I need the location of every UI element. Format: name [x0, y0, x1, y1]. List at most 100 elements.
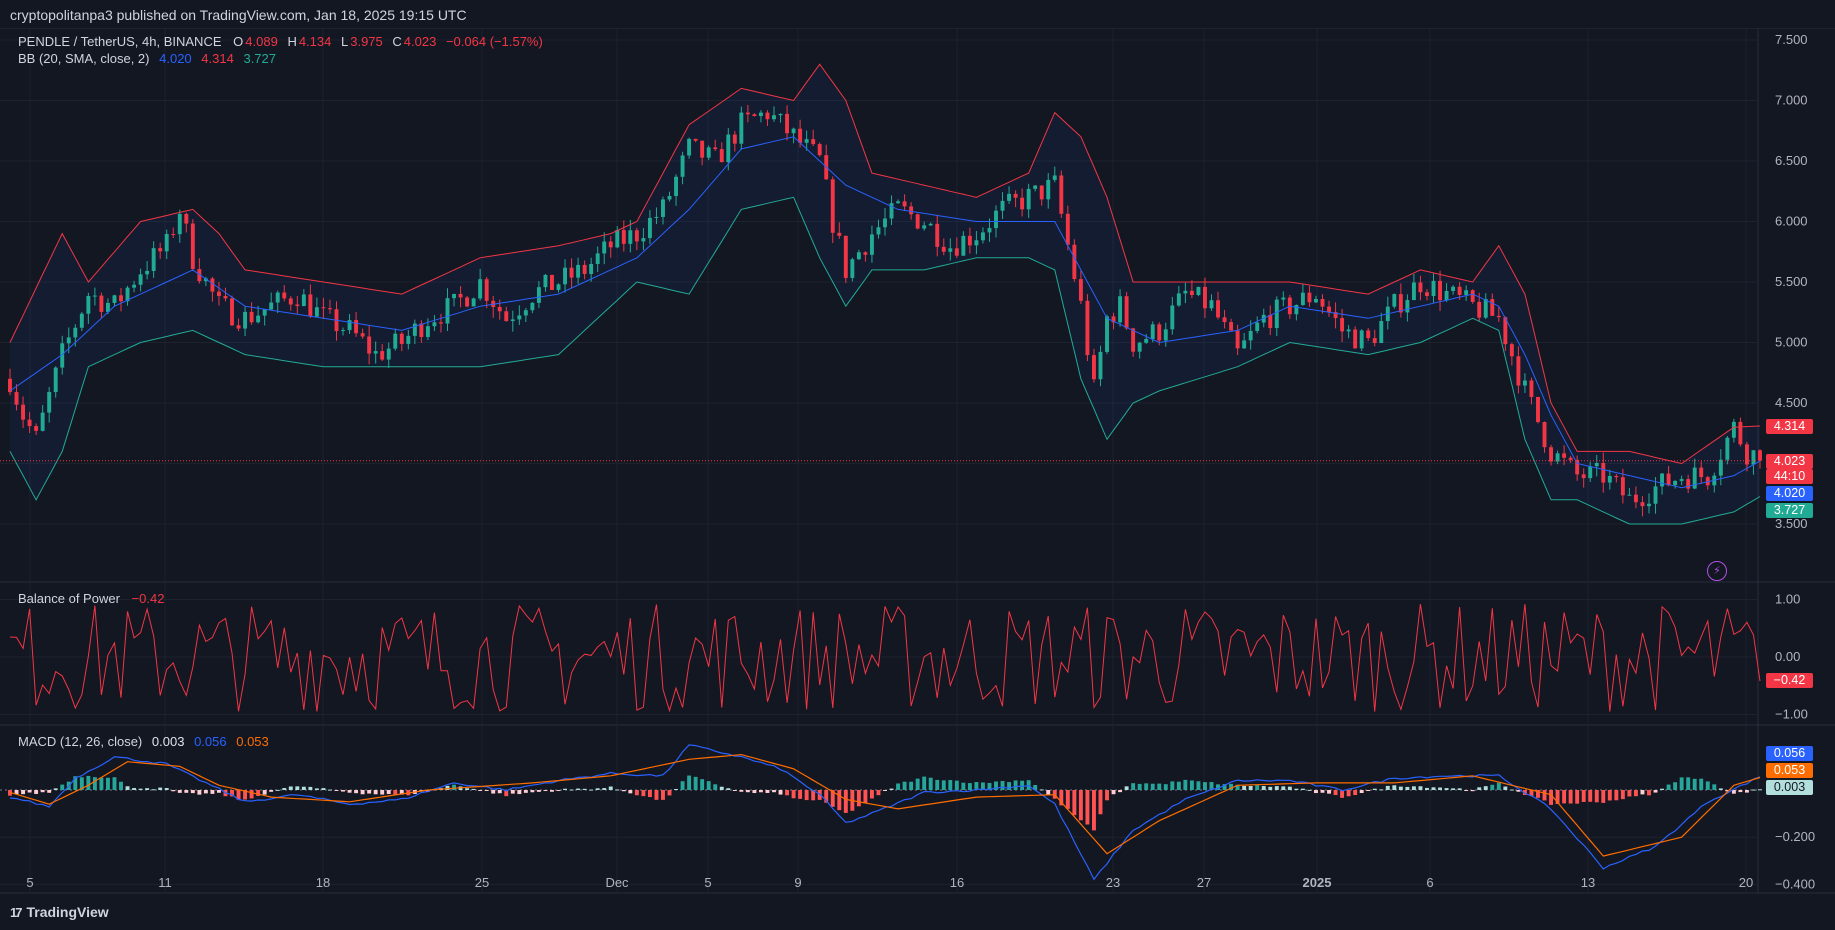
candle-body [1281, 297, 1286, 300]
macd-hist-bar [1477, 787, 1482, 790]
bb-lower-value: 3.727 [243, 51, 277, 66]
macd-hist-bar [334, 790, 339, 791]
candle-body [798, 128, 803, 143]
macd-hist-bar [132, 788, 137, 790]
candle-body [1679, 479, 1684, 481]
candlesticks [8, 104, 1762, 517]
tradingview-logo[interactable]: 17 TradingView [10, 904, 109, 920]
macd-hist-bar [60, 784, 65, 790]
candle-body [680, 155, 685, 177]
bb-basis-tag: 4.020 [1766, 486, 1813, 501]
candle-body [693, 138, 698, 141]
macd-hist-bar [1189, 780, 1194, 790]
candle-body [863, 252, 868, 255]
macd-hist-bar [197, 790, 202, 795]
candle-body [883, 218, 887, 228]
macd-hist-bar [256, 790, 261, 796]
candle-body [1751, 450, 1756, 465]
candle-body [47, 392, 52, 413]
candle-body [1150, 324, 1155, 340]
candle-body [1052, 175, 1057, 180]
macd-hist-bar [1686, 777, 1691, 790]
macd-hist-bar [1699, 778, 1704, 790]
macd-hist-bar [732, 790, 737, 791]
time-tick-label: 11 [158, 875, 172, 890]
macd-hist-bar [843, 790, 848, 813]
candle-body [1111, 316, 1116, 323]
macd-hist-bar [445, 785, 450, 790]
candle-body [1575, 459, 1580, 475]
candle-body [902, 201, 907, 207]
bop-legend-value: −0.42 [131, 591, 165, 606]
candle-body [1013, 193, 1018, 198]
price-tick-label: 6.000 [1775, 214, 1808, 229]
macd-hist-bar [73, 776, 78, 790]
macd-hist-bar [328, 789, 332, 791]
time-tick-label: 5 [26, 875, 33, 890]
candle-body [8, 378, 12, 393]
candle-body [1366, 330, 1371, 339]
candle-body [1163, 329, 1168, 341]
candle-body [1033, 185, 1038, 189]
macd-legend-label[interactable]: MACD (12, 26, close) [18, 734, 143, 749]
macd-hist-bar [1549, 790, 1554, 805]
alert-lightning-icon[interactable]: ⚡ [1707, 561, 1727, 581]
macd-hist-bar [34, 790, 39, 794]
candle-body [79, 313, 84, 328]
candle-body [399, 333, 404, 344]
candle-body [1059, 175, 1064, 214]
candle-body [1522, 380, 1527, 386]
candle-body [1601, 463, 1606, 483]
macd-hist-bar [282, 788, 287, 790]
candle-body [1189, 290, 1194, 295]
candle-body [700, 140, 705, 158]
candle-body [1078, 279, 1083, 301]
macd-hist-bar [615, 789, 620, 791]
candle-body [896, 201, 901, 204]
macd-hist-bar [1327, 790, 1331, 794]
candle-body [543, 274, 548, 288]
macd-hist-bar [1307, 789, 1312, 791]
symbol-name[interactable]: PENDLE / TetherUS, 4h, BINANCE [18, 34, 222, 49]
bb-legend[interactable]: BB (20, SMA, close, 2) 4.020 4.314 3.727 [18, 51, 278, 67]
macd-hist-bar [883, 790, 887, 791]
macd-hist-bar [785, 790, 790, 796]
macd-hist-bar [811, 790, 816, 801]
candle-body [661, 199, 665, 217]
candle-body [961, 235, 966, 256]
macd-hist-bar [700, 779, 705, 790]
candle-body [1372, 338, 1377, 343]
candle-body [347, 320, 352, 331]
macd-hist-bar [151, 789, 156, 791]
candle-body [1477, 301, 1482, 318]
candle-body [1647, 503, 1651, 507]
macd-hist-value: 0.003 [151, 734, 185, 749]
candle-body [1039, 185, 1044, 200]
macd-hist-bar [536, 790, 541, 792]
candle-body [772, 115, 776, 120]
macd-hist-bar [954, 780, 959, 790]
macd-signal-line [9, 753, 1761, 857]
candle-body [471, 298, 476, 307]
countdown-tag: 44:10 [1766, 469, 1813, 484]
macd-hist-bar [288, 786, 293, 790]
candle-body [1640, 502, 1645, 507]
candle-body [778, 113, 783, 116]
candle-body [262, 309, 267, 316]
macd-hist-bar [1425, 787, 1429, 790]
candle-body [837, 232, 842, 236]
macd-hist-bar [1385, 785, 1390, 790]
macd-legend[interactable]: MACD (12, 26, close) 0.003 0.056 0.053 [18, 734, 271, 750]
candle-body [439, 322, 443, 324]
macd-hist-bar [948, 780, 953, 790]
bop-legend-label[interactable]: Balance of Power [18, 591, 120, 606]
candle-body [288, 298, 293, 305]
bb-legend-label[interactable]: BB (20, SMA, close, 2) [18, 51, 150, 66]
macd-hist-bar [1438, 787, 1442, 790]
bop-legend[interactable]: Balance of Power −0.42 [18, 591, 166, 607]
macd-hist-bar [1679, 777, 1684, 790]
candle-body [164, 233, 169, 252]
macd-hist-bar [105, 777, 110, 790]
